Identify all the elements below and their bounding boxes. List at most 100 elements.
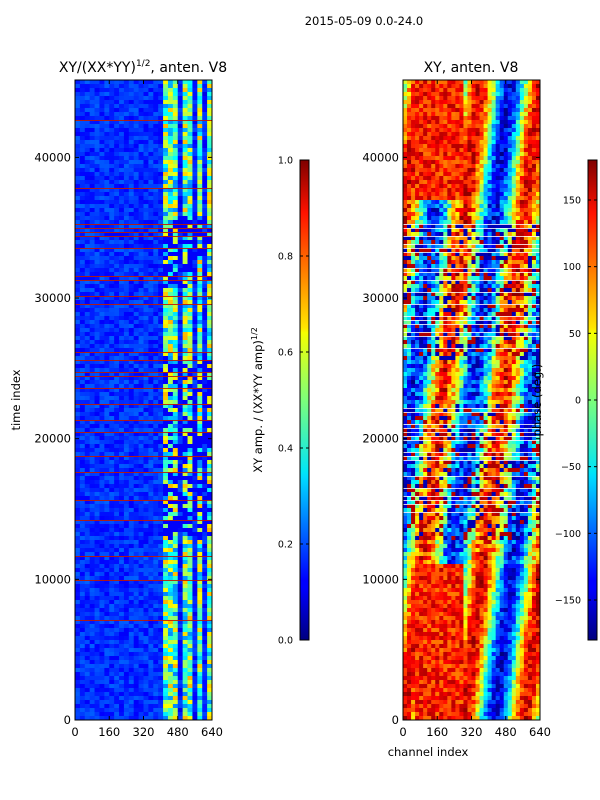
phase-heatmap-cell [471, 128, 476, 133]
amplitude-heatmap-cell [89, 84, 95, 89]
phase-heatmap-cell [431, 96, 436, 101]
amplitude-heatmap-cell [123, 292, 130, 297]
amplitude-heatmap-cell [153, 580, 159, 585]
amplitude-heatmap-cell [187, 564, 193, 569]
amplitude-heatmap-cell [177, 136, 183, 141]
phase-heatmap-cell [463, 104, 468, 109]
amplitude-heatmap-cell [89, 436, 95, 441]
amplitude-heatmap-cell [163, 508, 169, 513]
amplitude-heatmap-cell [94, 396, 100, 401]
amplitude-heatmap-cell [143, 368, 149, 373]
amplitude-heatmap-cell [197, 192, 203, 197]
amplitude-heatmap-cell [99, 564, 105, 569]
amplitude-heatmap-cell [158, 372, 164, 377]
amplitude-heatmap-cell [163, 340, 169, 345]
amplitude-heatmap-cell [202, 332, 208, 337]
amplitude-heatmap-cell [109, 372, 115, 377]
amplitude-heatmap-cell [109, 708, 115, 713]
amplitude-heatmap-cell [114, 668, 120, 673]
amplitude-heatmap-cell [158, 592, 164, 597]
amplitude-heatmap-cell [182, 424, 188, 429]
amplitude-heatmap-cell [158, 388, 164, 393]
amplitude-heatmap-cell [163, 328, 169, 333]
amplitude-heatmap-cell [123, 172, 130, 177]
amplitude-heatmap-cell [143, 480, 149, 485]
amplitude-heatmap-cell [197, 548, 203, 553]
amplitude-heatmap-cell [128, 420, 135, 425]
phase-heatmap-cell [439, 124, 444, 129]
amplitude-heatmap-cell [133, 124, 139, 129]
amplitude-heatmap-cell [158, 516, 164, 521]
amplitude-heatmap-cell [138, 684, 144, 689]
amplitude-heatmap-cell [153, 380, 159, 385]
amplitude-heatmap-cell [207, 544, 212, 549]
amplitude-heatmap-cell [202, 296, 208, 301]
amplitude-heatmap-cell [177, 508, 183, 513]
amplitude-heatmap-cell [84, 224, 90, 229]
amplitude-heatmap-cell [143, 128, 149, 133]
amplitude-heatmap-cell [187, 456, 193, 461]
amplitude-heatmap-cell [89, 116, 95, 121]
amplitude-heatmap-cell [138, 580, 144, 585]
amplitude-heatmap-cell [182, 492, 188, 497]
amplitude-heatmap-cell [202, 460, 208, 465]
amplitude-heatmap-cell [172, 252, 179, 257]
amplitude-heatmap-cell [89, 572, 95, 577]
amplitude-heatmap-cell [182, 580, 188, 585]
amplitude-heatmap-cell [128, 116, 135, 121]
amplitude-heatmap-cell [187, 628, 193, 633]
phase-heatmap-cell [527, 112, 533, 117]
phase-heatmap-cell [499, 112, 505, 117]
amplitude-heatmap-cell [75, 468, 81, 473]
amplitude-heatmap-cell [123, 84, 130, 89]
amplitude-heatmap-cell [207, 148, 212, 153]
amplitude-heatmap-cell [167, 560, 174, 565]
amplitude-heatmap-cell [114, 576, 120, 581]
amplitude-heatmap-cell [138, 396, 144, 401]
amplitude-heatmap-cell [89, 384, 95, 389]
amplitude-heatmap-cell [75, 704, 81, 709]
amplitude-heatmap-cell [75, 680, 81, 685]
amplitude-heatmap-cell [197, 652, 203, 657]
amplitude-heatmap-cell [192, 556, 198, 561]
amplitude-heatmap-cell [172, 384, 179, 389]
amplitude-heatmap-cell [79, 264, 86, 269]
amplitude-heatmap-cell [182, 112, 188, 117]
amplitude-heatmap-cell [172, 452, 179, 457]
amplitude-heatmap-cell [143, 296, 149, 301]
amplitude-heatmap-cell [94, 384, 100, 389]
amplitude-heatmap-cell [207, 448, 212, 453]
amplitude-heatmap-cell [123, 432, 130, 437]
amplitude-heatmap-cell [182, 256, 188, 261]
amplitude-heatmap-cell [177, 616, 183, 621]
amplitude-heatmap-cell [158, 424, 164, 429]
phase-heatmap-cell [447, 116, 452, 121]
amplitude-heatmap-cell [148, 236, 154, 241]
amplitude-heatmap-cell [109, 684, 115, 689]
amplitude-heatmap-cell [207, 372, 212, 377]
amplitude-heatmap-cell [192, 228, 198, 233]
amplitude-heatmap-cell [133, 560, 139, 565]
amplitude-heatmap-cell [177, 620, 183, 625]
amplitude-heatmap-cell [119, 552, 125, 557]
amplitude-heatmap-cell [138, 124, 144, 129]
amplitude-heatmap-cell [94, 184, 100, 189]
amplitude-heatmap-cell [119, 544, 125, 549]
amplitude-heatmap-cell [123, 396, 130, 401]
amplitude-heatmap-cell [99, 236, 105, 241]
amplitude-heatmap-cell [119, 460, 125, 465]
amplitude-heatmap-cell [109, 572, 115, 577]
amplitude-heatmap-cell [79, 300, 86, 305]
amplitude-heatmap-cell [207, 272, 212, 277]
amplitude-heatmap-cell [177, 412, 183, 417]
amplitude-heatmap-cell [119, 372, 125, 377]
amplitude-heatmap-cell [75, 216, 81, 221]
amplitude-heatmap-cell [202, 636, 208, 641]
amplitude-heatmap-cell [163, 604, 169, 609]
amplitude-heatmap-cell [123, 164, 130, 169]
amplitude-heatmap-cell [163, 516, 169, 521]
amplitude-heatmap-cell [128, 524, 135, 529]
amplitude-heatmap-cell [94, 512, 100, 517]
amplitude-heatmap-cell [94, 224, 100, 229]
amplitude-heatmap-cell [202, 288, 208, 293]
